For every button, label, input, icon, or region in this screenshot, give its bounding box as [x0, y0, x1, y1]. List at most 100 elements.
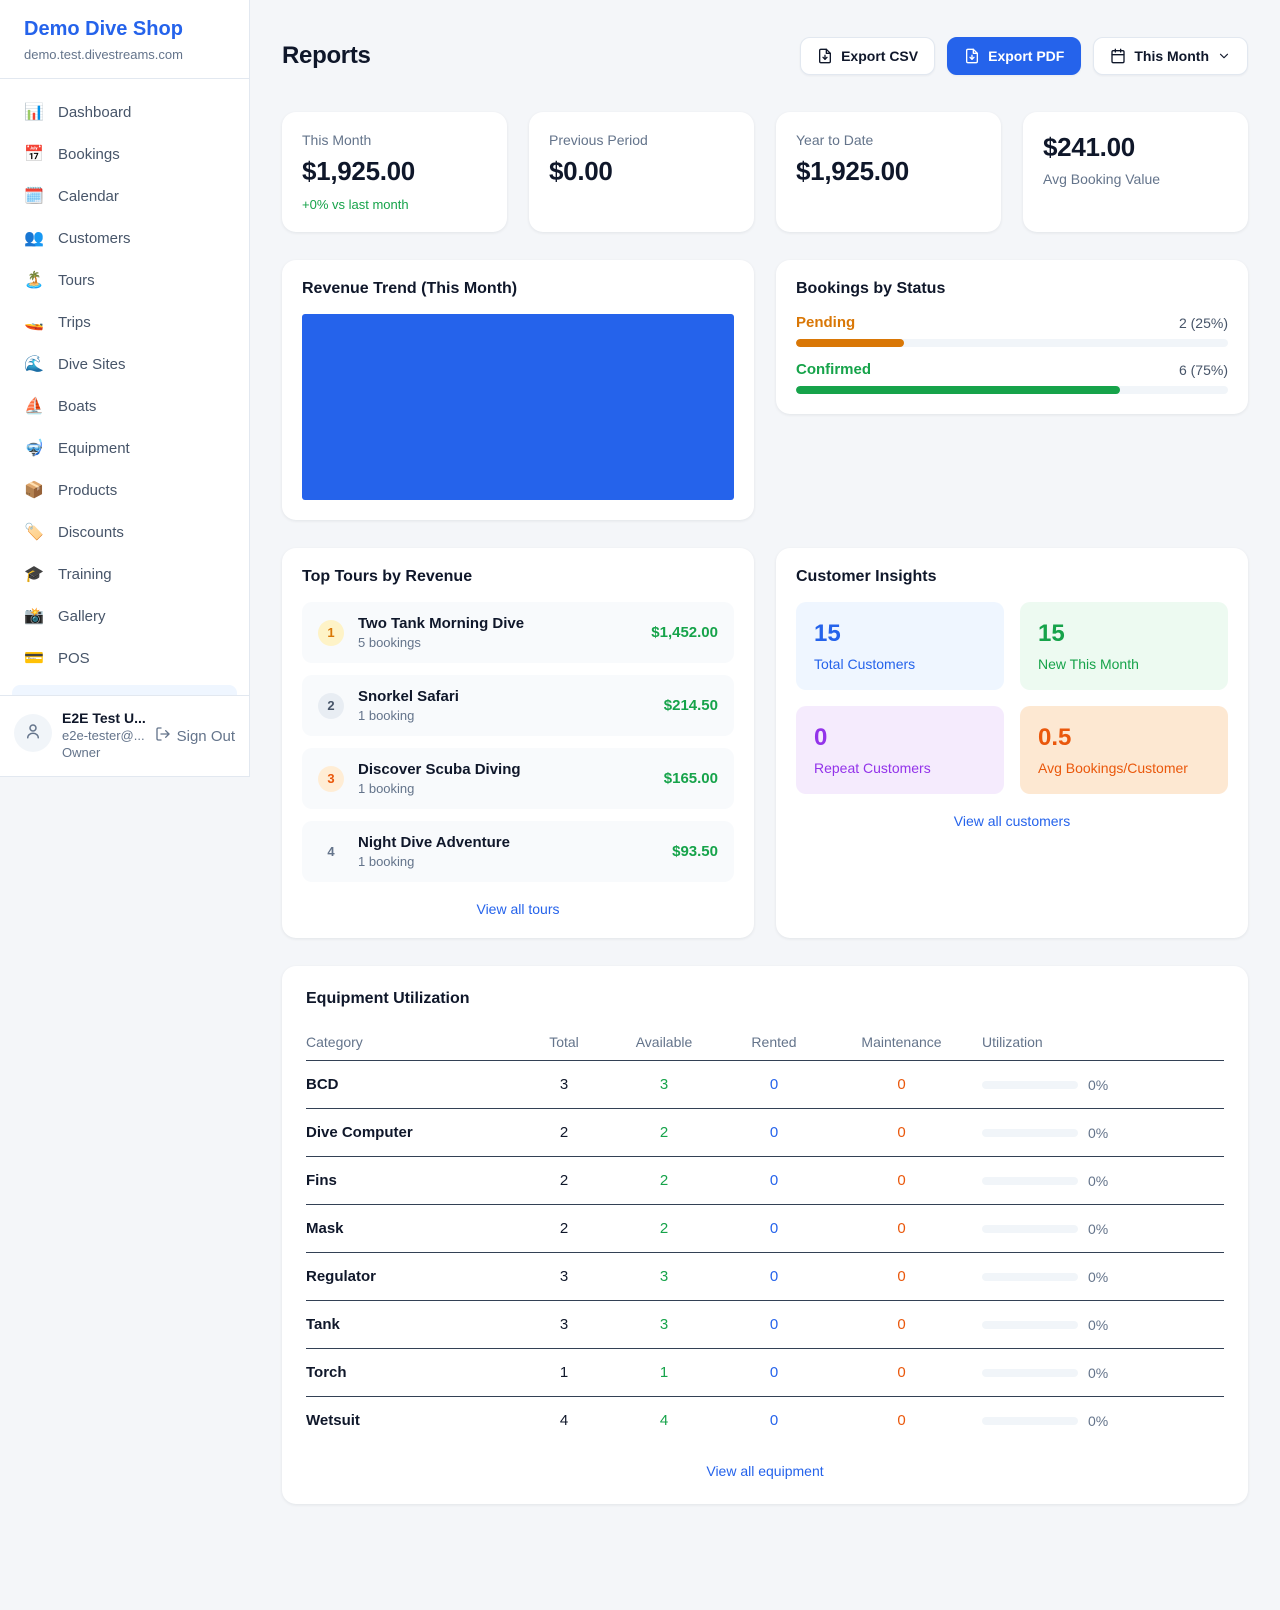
sidebar-item-products[interactable]: 📦 Products [0, 469, 249, 511]
user-info: E2E Test U... e2e-tester@... Owner [62, 710, 145, 760]
insight-value: 0 [814, 724, 828, 752]
top-tours-list: 1 Two Tank Morning Dive 5 bookings $1,45… [302, 602, 734, 883]
sidebar-item-discounts[interactable]: 🏷️ Discounts [0, 511, 249, 553]
cell-utilization: 0% [974, 1156, 1224, 1206]
status-row: Pending 2 (25%) [796, 314, 1228, 348]
nav-item-label: Dashboard [58, 103, 132, 121]
sidebar-item-tours[interactable]: 🏝️ Tours [0, 259, 249, 301]
cell-utilization: 0% [974, 1108, 1224, 1158]
nav-item-label: Customers [58, 229, 131, 247]
stat-value: $1,925.00 [796, 156, 909, 187]
customer-insights-title: Customer Insights [796, 568, 937, 586]
utilization-percent: 0% [1088, 1412, 1109, 1429]
tour-name: Two Tank Morning Dive [358, 615, 525, 633]
header-actions: Export CSV Export PDF This Month [800, 37, 1248, 76]
cell-category: Mask [306, 1204, 519, 1254]
user-panel: E2E Test U... e2e-tester@... Owner Sign … [0, 695, 249, 776]
nav-item-icon: 📸 [24, 608, 44, 625]
tour-name: Discover Scuba Diving [358, 761, 521, 779]
insight-label: New This Month [1038, 656, 1139, 673]
tour-info: Two Tank Morning Dive 5 bookings [358, 615, 637, 650]
stats-row: This Month $1,925.00 +0% vs last month P… [282, 112, 1248, 233]
cell-maintenance: 0 [829, 1204, 974, 1254]
page-header: Reports Export CSV Export PDF [282, 26, 1248, 86]
bookings-by-status-title: Bookings by Status [796, 280, 946, 298]
tour-info: Discover Scuba Diving 1 booking [358, 761, 650, 796]
sidebar-item-equipment[interactable]: 🤿 Equipment [0, 427, 249, 469]
view-all-equipment-link[interactable]: View all equipment [306, 1462, 1224, 1480]
cell-total: 2 [519, 1108, 609, 1158]
bookings-by-status-card: Bookings by Status Pending 2 (25%) [776, 260, 1248, 415]
shop-name[interactable]: Demo Dive Shop [24, 18, 183, 40]
cell-category: Regulator [306, 1252, 519, 1302]
period-label: This Month [1134, 48, 1209, 65]
file-download-icon [964, 48, 980, 64]
tour-revenue: $1,452.00 [651, 624, 718, 642]
tour-list-item: 4 Night Dive Adventure 1 booking $93.50 [302, 821, 734, 883]
sidebar-item-calendar[interactable]: 🗓️ Calendar [0, 175, 249, 217]
top-tours-title: Top Tours by Revenue [302, 568, 473, 586]
period-selector[interactable]: This Month [1093, 37, 1248, 76]
status-label: Pending [796, 314, 856, 332]
cell-available: 2 [609, 1204, 719, 1254]
status-label: Confirmed [796, 361, 871, 379]
stat-label: Year to Date [796, 132, 874, 149]
export-csv-button[interactable]: Export CSV [800, 37, 936, 76]
nav-item-label: Bookings [58, 145, 120, 163]
top-tours-card: Top Tours by Revenue 1 Two Tank Morning … [282, 548, 754, 939]
sidebar-item-dashboard[interactable]: 📊 Dashboard [0, 91, 249, 133]
utilization-percent: 0% [1088, 1220, 1109, 1237]
tour-revenue: $93.50 [672, 843, 718, 861]
page-title: Reports [282, 42, 371, 70]
tour-bookings: 1 booking [358, 781, 415, 797]
insights-row: Top Tours by Revenue 1 Two Tank Morning … [282, 548, 1248, 939]
cell-category: Tank [306, 1300, 519, 1350]
sidebar-item-gallery[interactable]: 📸 Gallery [0, 595, 249, 637]
utilization-bar-track [982, 1176, 1078, 1185]
shop-domain: demo.test.divestreams.com [24, 47, 183, 62]
revenue-trend-title: Revenue Trend (This Month) [302, 280, 518, 298]
stat-value: $241.00 [1043, 132, 1135, 163]
nav-item-label: Equipment [58, 439, 130, 457]
tour-list-item: 3 Discover Scuba Diving 1 booking $165.0… [302, 748, 734, 810]
cell-available: 1 [609, 1348, 719, 1398]
nav-item-icon: 🗓️ [24, 188, 44, 205]
cell-rented: 0 [719, 1252, 829, 1302]
cell-rented: 0 [719, 1060, 829, 1110]
sidebar-item-bookings[interactable]: 📅 Bookings [0, 133, 249, 175]
status-bar-fill [796, 339, 904, 348]
cell-total: 2 [519, 1156, 609, 1206]
table-row: Mask 2 2 0 0 0% [306, 1204, 1224, 1254]
tour-info: Snorkel Safari 1 booking [358, 688, 650, 723]
nav-item-icon: 🏷️ [24, 524, 44, 541]
export-pdf-button[interactable]: Export PDF [947, 37, 1082, 76]
nav-item-label: Tours [58, 271, 95, 289]
stat-value: $1,925.00 [302, 156, 415, 187]
sidebar-item-dive-sites[interactable]: 🌊 Dive Sites [0, 343, 249, 385]
sign-out-button[interactable]: Sign Out [155, 726, 235, 746]
nav-item-label: Dive Sites [58, 355, 126, 373]
sidebar-item-boats[interactable]: ⛵ Boats [0, 385, 249, 427]
nav-item-icon: 📦 [24, 482, 44, 499]
revenue-trend-card: Revenue Trend (This Month) [282, 260, 754, 521]
sidebar-item-customers[interactable]: 👥 Customers [0, 217, 249, 259]
cell-utilization: 0% [974, 1204, 1224, 1254]
cell-available: 2 [609, 1156, 719, 1206]
cell-category: Dive Computer [306, 1108, 519, 1158]
sidebar-item-trips[interactable]: 🚤 Trips [0, 301, 249, 343]
sidebar-item-reports-partial[interactable] [12, 685, 237, 695]
stat-card-previous-period: Previous Period $0.00 [529, 112, 754, 233]
sidebar-item-training[interactable]: 🎓 Training [0, 553, 249, 595]
view-all-customers-link[interactable]: View all customers [796, 812, 1228, 830]
utilization-percent: 0% [1088, 1316, 1109, 1333]
insight-value: 15 [1038, 620, 1065, 648]
sign-out-label: Sign Out [176, 727, 235, 745]
cell-maintenance: 0 [829, 1156, 974, 1206]
avatar [14, 714, 52, 752]
status-bar-track [796, 339, 1228, 348]
cell-rented: 0 [719, 1108, 829, 1158]
sidebar-item-pos[interactable]: 💳 POS [0, 637, 249, 679]
cell-rented: 0 [719, 1204, 829, 1254]
view-all-tours-link[interactable]: View all tours [302, 900, 734, 918]
